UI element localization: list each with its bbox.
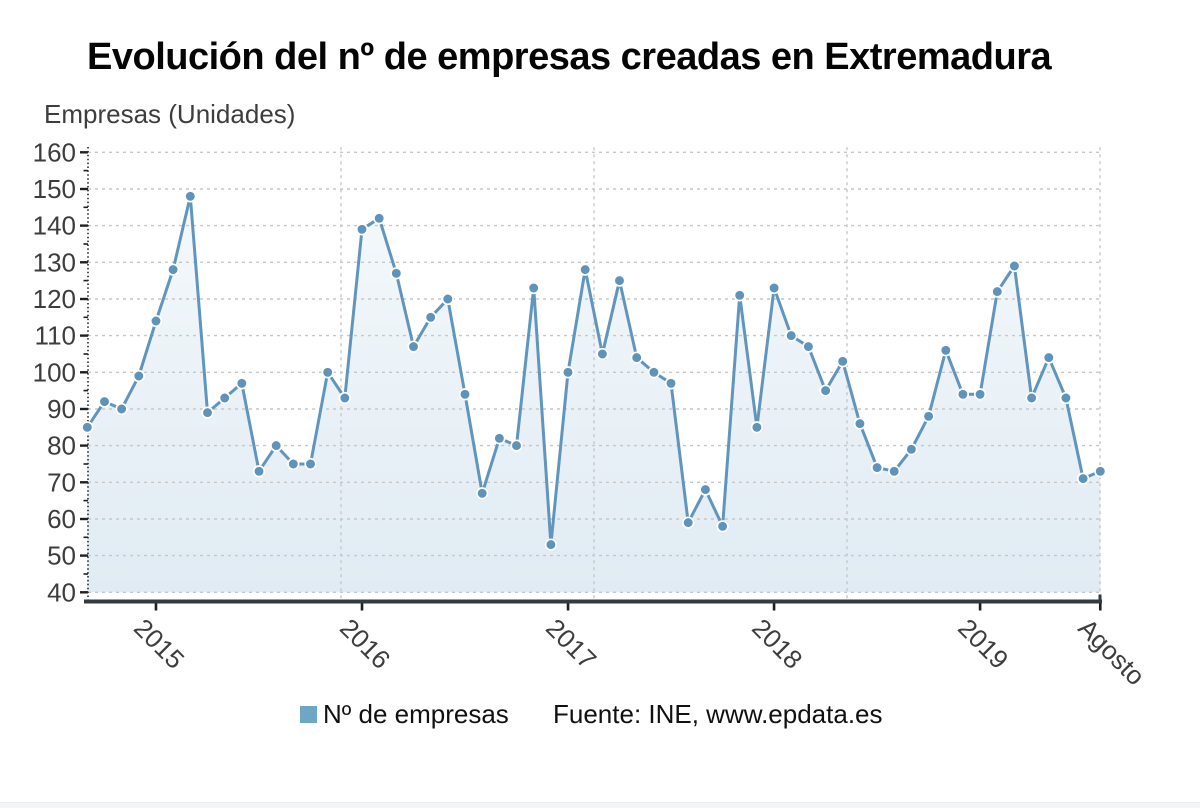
x-tick-label: 2017 [540, 613, 602, 675]
data-point [218, 391, 231, 405]
data-point [973, 388, 987, 401]
y-tick-label: 40 [47, 577, 76, 607]
bottom-edge-strip [0, 802, 1200, 808]
y-tick-label: 100 [33, 357, 76, 387]
data-point [699, 483, 712, 496]
data-point [149, 314, 163, 328]
data-point [956, 388, 970, 401]
source-attribution: Fuente: INE, www.epdata.es [553, 699, 883, 729]
x-tick-label: 2018 [746, 613, 808, 675]
data-point [1008, 259, 1021, 273]
data-point [630, 351, 643, 364]
data-point [510, 439, 523, 452]
data-point [390, 267, 403, 280]
data-point [201, 406, 214, 419]
data-point [321, 366, 334, 379]
data-point [458, 388, 472, 401]
data-point [785, 329, 798, 342]
data-point [287, 457, 300, 471]
data-point [252, 465, 266, 478]
x-tick-label: 2016 [334, 613, 396, 675]
data-point [270, 439, 283, 452]
y-axis-title: Empresas (Unidades) [44, 99, 296, 129]
data-point [235, 377, 248, 390]
data-point [476, 487, 489, 500]
x-tick-label: 2019 [952, 613, 1014, 675]
y-tick-label: 120 [33, 284, 76, 314]
legend-swatch-icon [300, 706, 317, 723]
data-point [561, 366, 575, 379]
y-tick-label: 90 [47, 394, 76, 424]
x-tick-label: Agosto [1072, 613, 1150, 691]
data-point [767, 281, 781, 295]
data-point [888, 465, 901, 478]
data-point [664, 377, 678, 390]
series-line [85, 194, 1102, 547]
data-point [544, 538, 558, 551]
data-point [81, 421, 94, 434]
y-tick-label: 60 [47, 504, 76, 534]
data-point [853, 417, 867, 430]
data-point [613, 274, 626, 287]
x-tick-label: 2015 [128, 613, 190, 675]
data-point [493, 432, 506, 445]
data-point [338, 391, 351, 405]
data-point [596, 347, 609, 361]
data-point [836, 355, 849, 368]
data-point [647, 366, 661, 379]
data-point [905, 443, 918, 456]
data-point [733, 289, 746, 302]
y-tick-label: 50 [47, 541, 76, 571]
data-point [991, 285, 1004, 298]
y-tick-label: 70 [47, 467, 76, 497]
data-point [1025, 391, 1038, 405]
data-point [750, 421, 764, 434]
y-tick-label: 80 [47, 431, 76, 461]
data-point [424, 311, 437, 324]
y-tick-label: 160 [33, 137, 76, 167]
data-point [373, 212, 386, 225]
data-point [682, 516, 695, 529]
data-point [922, 410, 935, 423]
data-point [819, 384, 832, 397]
data-point [132, 369, 145, 383]
data-point [870, 461, 884, 474]
data-point [1094, 465, 1107, 478]
data-point [527, 281, 540, 295]
data-point [939, 344, 952, 357]
data-point [115, 402, 128, 416]
chart-title: Evolución del nº de empresas creadas en … [87, 36, 1052, 78]
y-tick-label: 110 [35, 321, 76, 351]
data-point [166, 263, 180, 276]
data-point [802, 340, 815, 353]
data-point [716, 520, 729, 533]
data-point [407, 340, 420, 353]
data-point [579, 263, 592, 276]
data-point [304, 457, 317, 471]
data-point [184, 190, 197, 203]
y-tick-label: 150 [33, 174, 76, 204]
data-point [355, 223, 369, 236]
data-point [441, 292, 454, 306]
legend-series-label: Nº de empresas [323, 699, 509, 729]
data-point [1042, 351, 1055, 364]
data-point [1076, 472, 1090, 485]
data-point [98, 395, 111, 408]
y-tick-label: 140 [33, 211, 76, 241]
data-point [1059, 391, 1073, 405]
y-tick-label: 130 [33, 247, 76, 277]
